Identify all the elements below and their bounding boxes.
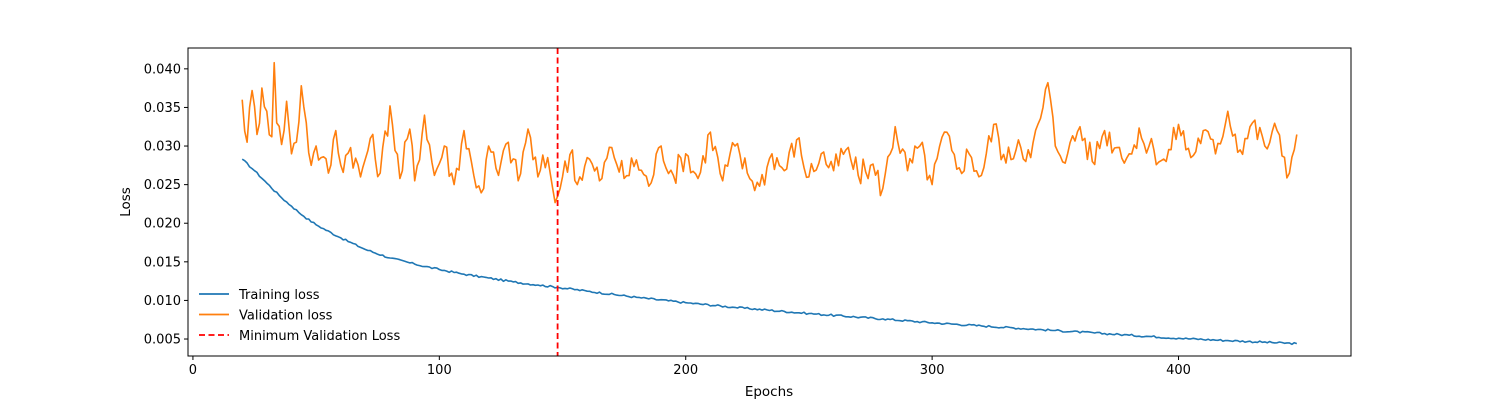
- x-tick-label: 200: [673, 363, 698, 378]
- legend: Training loss Validation loss Minimum Vali…: [199, 288, 400, 344]
- y-tick-label: 0.020: [144, 217, 181, 232]
- axes-frame: [187, 47, 1352, 357]
- y-axis-label: Loss: [118, 187, 134, 217]
- x-axis: 0 100 200 300 400: [189, 356, 1191, 378]
- validation-loss-line: [241, 61, 1298, 204]
- series-layer: [241, 61, 1298, 346]
- y-tick-label: 0.035: [144, 101, 181, 116]
- x-tick-label: 300: [920, 363, 945, 378]
- plot-area: [241, 48, 1298, 356]
- x-tick-label: 0: [189, 363, 197, 378]
- y-tick-label: 0.010: [144, 294, 181, 309]
- legend-label: Validation loss: [239, 309, 333, 324]
- legend-label: Training loss: [238, 288, 320, 303]
- training-loss-line: [241, 158, 1298, 346]
- y-axis: 0.005 0.010 0.015 0.020 0.025 0.030 0.035 0.040: [144, 62, 188, 348]
- y-tick-label: 0.040: [144, 62, 181, 77]
- x-tick-label: 100: [427, 363, 452, 378]
- x-axis-label: Epochs: [745, 384, 793, 400]
- y-tick-label: 0.030: [144, 140, 181, 155]
- y-tick-label: 0.005: [144, 333, 181, 348]
- legend-label: Minimum Validation Loss: [239, 329, 400, 344]
- y-tick-label: 0.015: [144, 255, 181, 270]
- x-tick-label: 400: [1166, 363, 1191, 378]
- y-tick-label: 0.025: [144, 178, 181, 193]
